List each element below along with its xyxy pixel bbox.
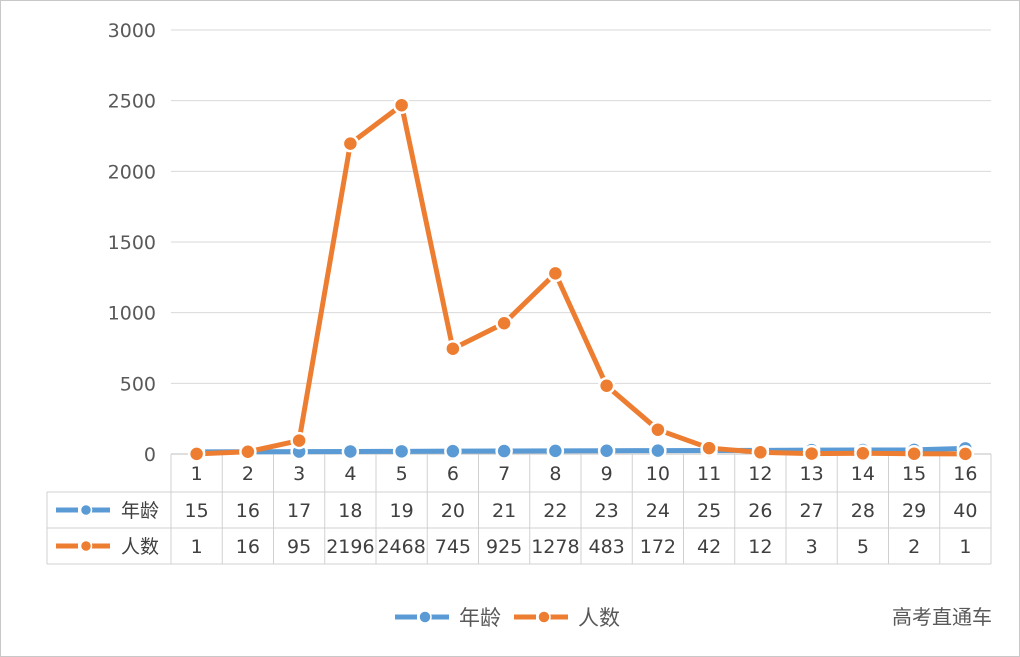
table-cell-value: 15 xyxy=(185,500,209,522)
table-cell-value: 1 xyxy=(959,536,971,558)
series-lines xyxy=(187,96,975,463)
data-point xyxy=(392,96,411,114)
table-series-label: 人数 xyxy=(121,536,159,558)
table-cell-value: 26 xyxy=(748,500,772,522)
table-cell-value: 23 xyxy=(595,500,619,522)
x-tick-label: 12 xyxy=(748,463,772,485)
data-point xyxy=(444,442,462,460)
table-cell-value: 20 xyxy=(441,500,465,522)
y-tick-label: 0 xyxy=(144,444,156,466)
x-tick-label: 3 xyxy=(293,463,305,485)
x-tick-label: 10 xyxy=(646,463,670,485)
table-cell-value: 2196 xyxy=(326,536,374,558)
table-cell-value: 1 xyxy=(191,536,203,558)
y-tick-label: 1500 xyxy=(108,232,156,254)
table-cell-value: 40 xyxy=(953,500,977,522)
data-point xyxy=(597,376,616,395)
table-cell-value: 172 xyxy=(640,536,676,558)
x-tick-label: 9 xyxy=(601,463,613,485)
y-tick-label: 2500 xyxy=(108,91,156,113)
data-point xyxy=(546,442,565,460)
series-line xyxy=(194,445,968,455)
x-tick-label: 8 xyxy=(549,463,561,485)
table-cell-value: 17 xyxy=(287,500,311,522)
x-tick-label: 16 xyxy=(953,463,977,485)
data-point xyxy=(239,442,257,461)
data-point xyxy=(341,134,360,153)
data-point xyxy=(187,445,206,463)
table-cell-value: 95 xyxy=(287,536,311,558)
table-cell-value: 1278 xyxy=(531,536,579,558)
x-tick-label: 14 xyxy=(851,463,875,485)
x-tick-label: 4 xyxy=(344,463,356,485)
table-cell-value: 24 xyxy=(646,500,670,522)
legend-key-marker xyxy=(537,610,551,624)
y-axis-ticks: 0 500 1000 1500 2000 2500 3000 xyxy=(108,20,156,466)
data-point xyxy=(290,431,308,450)
x-tick-label: 11 xyxy=(697,463,721,485)
data-point xyxy=(751,443,770,462)
table-cell-value: 28 xyxy=(851,500,875,522)
table-cell-value: 2468 xyxy=(377,536,425,558)
data-point xyxy=(854,444,872,463)
data-point xyxy=(597,441,616,460)
x-tick-label: 2 xyxy=(242,463,254,485)
table-cell-value: 22 xyxy=(543,500,567,522)
legend-label: 人数 xyxy=(578,606,620,630)
table-cell-value: 5 xyxy=(857,536,869,558)
table-series-label: 年龄 xyxy=(121,500,159,522)
x-tick-label: 15 xyxy=(902,463,926,485)
y-tick-label: 3000 xyxy=(108,20,156,42)
legend-label: 年龄 xyxy=(459,606,501,630)
y-tick-label: 1000 xyxy=(108,303,156,325)
table-cell-value: 16 xyxy=(236,536,260,558)
table-cell-value: 27 xyxy=(800,500,824,522)
x-tick-label: 7 xyxy=(498,463,510,485)
data-point xyxy=(495,314,513,333)
table-cell-value: 18 xyxy=(338,500,362,522)
data-point xyxy=(802,444,821,463)
table-cell-value: 16 xyxy=(236,500,260,522)
data-point xyxy=(905,444,923,463)
x-tick-label: 5 xyxy=(396,463,408,485)
table-cell-value: 21 xyxy=(492,500,516,522)
data-point xyxy=(956,445,975,463)
table-cell-value: 483 xyxy=(588,536,624,558)
table-cell-value: 3 xyxy=(806,536,818,558)
table-legend-key-marker xyxy=(79,539,93,553)
data-point xyxy=(495,442,513,460)
table-cell-value: 2 xyxy=(908,536,920,558)
table-cell-value: 19 xyxy=(390,500,414,522)
x-tick-label: 13 xyxy=(800,463,824,485)
table-legend-key-marker xyxy=(79,503,93,517)
data-point xyxy=(392,442,411,461)
legend: 年龄 人数 xyxy=(395,606,620,630)
table-cell-value: 25 xyxy=(697,500,721,522)
x-tick-label: 6 xyxy=(447,463,459,485)
data-point xyxy=(700,439,718,457)
table-cell-value: 29 xyxy=(902,500,926,522)
data-point xyxy=(649,441,667,460)
x-tick-label: 1 xyxy=(191,463,203,485)
table-cell-value: 12 xyxy=(748,536,772,558)
data-point xyxy=(444,339,462,358)
table-cell-value: 42 xyxy=(697,536,721,558)
data-point xyxy=(546,264,565,283)
data-point xyxy=(649,420,667,439)
table-cell-value: 925 xyxy=(486,536,522,558)
table-cell-value: 745 xyxy=(435,536,471,558)
legend-key-marker xyxy=(418,610,432,624)
data-point xyxy=(341,442,360,461)
y-tick-label: 2000 xyxy=(108,161,156,183)
watermark-text: 高考直通车 xyxy=(892,605,992,629)
y-tick-label: 500 xyxy=(120,373,156,395)
series-line xyxy=(194,102,968,457)
